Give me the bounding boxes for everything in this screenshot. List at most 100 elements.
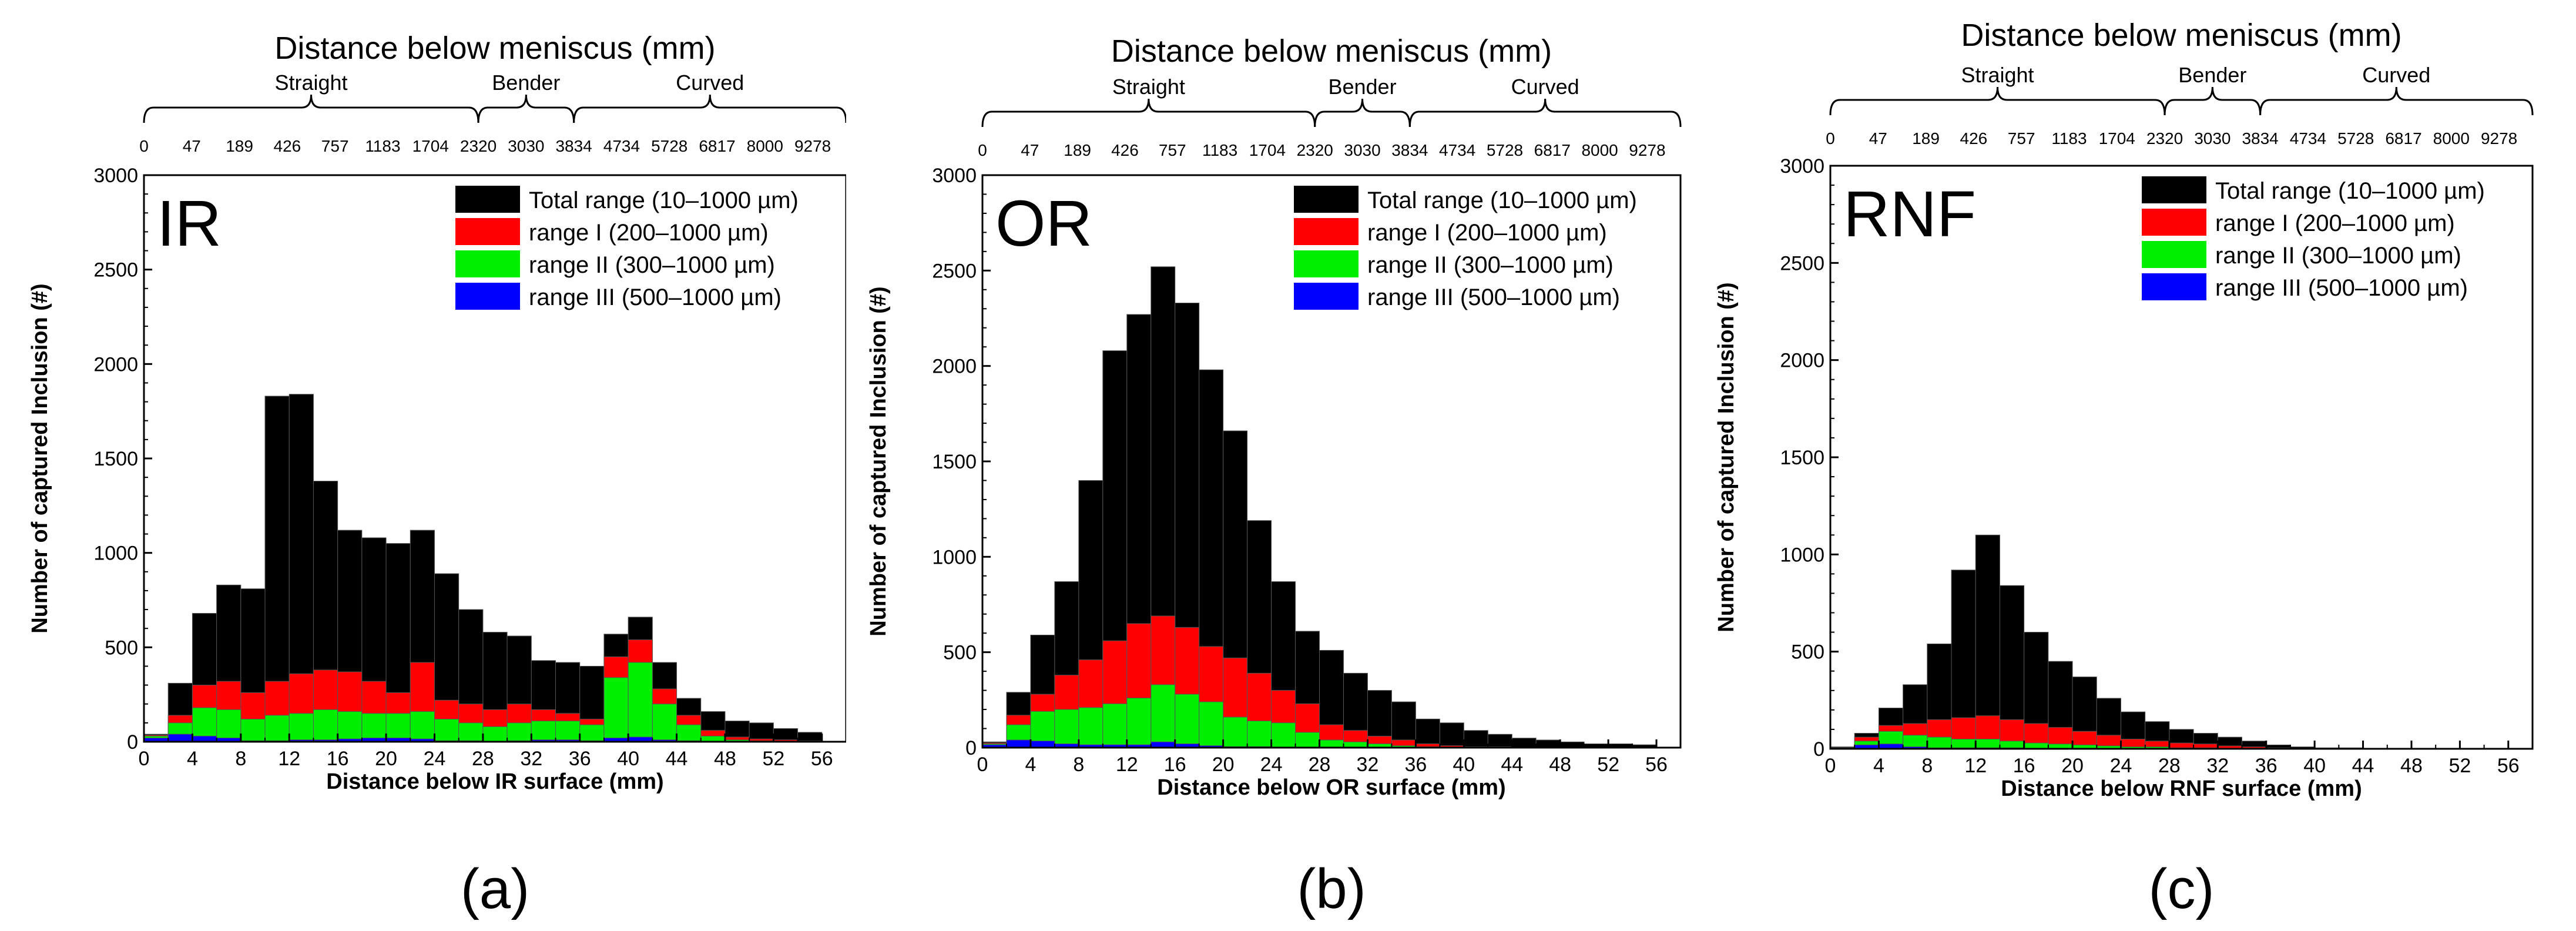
bar-total-50mm	[749, 722, 774, 742]
top-tick-label: 3834	[555, 137, 592, 155]
region-brace-bender	[1314, 98, 1411, 128]
x-tick-label: 48	[2400, 755, 2423, 777]
top-tick-label: 757	[2008, 129, 2035, 148]
region-label-straight: Straight	[1112, 75, 1185, 99]
panel-name: IR	[157, 187, 222, 260]
x-axis-label: Distance below RNF surface (mm)	[2001, 776, 2362, 801]
bar-total-40mm	[1463, 730, 1488, 748]
region-label-bender: Bender	[2178, 63, 2246, 87]
region-brace-curved	[573, 94, 846, 123]
top-tick-label: 1183	[365, 137, 400, 155]
y-tick-label: 1000	[93, 542, 138, 565]
region-brace-curved	[2259, 86, 2534, 116]
legend-swatch-range-II	[455, 250, 520, 277]
top-tick-label: 757	[321, 137, 349, 155]
y-axis-label: Number of captured Inclusion (#)	[866, 286, 891, 636]
series-range-II	[982, 684, 1440, 748]
x-tick-label: 8	[1921, 755, 1933, 777]
region-label-bender: Bender	[492, 71, 560, 95]
bar-range-II-22mm	[410, 711, 435, 742]
top-tick-label: 6817	[1534, 141, 1571, 159]
y-tick-label: 500	[105, 637, 138, 659]
top-tick-label: 757	[1159, 141, 1186, 159]
legend-swatch-range-II	[1294, 250, 1359, 277]
x-tick-label: 32	[1357, 753, 1379, 776]
top-tick-label: 8000	[747, 137, 783, 155]
x-tick-label: 24	[424, 748, 446, 770]
bar-range-II-18mm	[361, 713, 387, 742]
y-tick-label: 3000	[1780, 155, 1824, 178]
bar-range-II-8mm	[1927, 736, 1952, 749]
top-tick-label: 47	[1021, 141, 1039, 159]
top-tick-label: 4734	[603, 137, 640, 155]
y-tick-label: 1000	[1780, 544, 1824, 566]
x-tick-label: 32	[520, 748, 542, 770]
bar-range-II-28mm	[1319, 739, 1344, 748]
top-tick-label: 3030	[1344, 141, 1380, 159]
y-tick-label: 0	[1813, 738, 1824, 761]
x-tick-label: 0	[1825, 755, 1836, 777]
top-tick-label: 1704	[412, 137, 449, 155]
top-tick-label: 47	[1869, 129, 1887, 148]
region-brace-straight	[143, 94, 479, 123]
bar-range-II-18mm	[1199, 701, 1224, 748]
bar-range-III-2mm	[1006, 739, 1031, 748]
bar-range-II-14mm	[313, 709, 338, 742]
x-tick-label: 16	[1164, 753, 1186, 776]
top-tick-label: 426	[1960, 129, 1988, 148]
top-tick-label: 0	[978, 141, 987, 159]
region-brace-bender	[2164, 86, 2262, 116]
x-tick-label: 48	[714, 748, 736, 770]
x-tick-label: 40	[617, 748, 639, 770]
x-tick-label: 12	[1116, 753, 1138, 776]
legend-swatch-range-III	[1294, 283, 1359, 310]
bar-range-II-38mm	[603, 677, 629, 742]
x-tick-label: 52	[2448, 755, 2471, 777]
legend-label-total: Total range (10–1000 µm)	[1367, 187, 1637, 213]
x-tick-label: 16	[2013, 755, 2035, 777]
bar-range-II-24mm	[1271, 722, 1296, 748]
region-brace-bender	[477, 94, 575, 123]
panel-name: OR	[995, 187, 1092, 260]
region-brace-straight	[1829, 86, 2166, 116]
y-tick-label: 0	[965, 737, 977, 759]
legend-swatch-range-II	[2142, 241, 2206, 268]
x-tick-label: 8	[235, 748, 246, 770]
x-tick-label: 12	[1964, 755, 1987, 777]
bar-range-II-20mm	[1223, 716, 1248, 748]
x-tick-label: 56	[811, 748, 833, 770]
region-label-curved: Curved	[2362, 63, 2430, 87]
bar-range-II-40mm	[628, 662, 653, 742]
x-tick-label: 20	[375, 748, 397, 770]
legend-swatch-range-I	[1294, 218, 1359, 245]
legend-label-range-I: range I (200–1000 µm)	[2215, 210, 2455, 236]
top-tick-label: 5728	[2337, 129, 2374, 148]
x-tick-label: 12	[278, 748, 300, 770]
y-tick-label: 2500	[1780, 252, 1824, 274]
legend-label-range-II: range II (300–1000 µm)	[1367, 252, 1614, 278]
top-tick-label: 6817	[699, 137, 735, 155]
y-tick-label: 2500	[93, 259, 138, 282]
x-tick-label: 8	[1073, 753, 1084, 776]
bar-total-46mm	[1535, 739, 1561, 748]
x-axis-label: Distance below IR surface (mm)	[326, 769, 663, 794]
top-tick-label: 8000	[2433, 129, 2470, 148]
bar-range-II-26mm	[1295, 732, 1320, 748]
x-tick-label: 52	[762, 748, 784, 770]
x-tick-label: 36	[569, 748, 591, 770]
x-tick-label: 16	[327, 748, 349, 770]
y-tick-label: 0	[127, 731, 138, 753]
x-tick-label: 24	[1260, 753, 1283, 776]
top-tick-label: 6817	[2385, 129, 2421, 148]
legend-swatch-range-I	[2142, 209, 2206, 236]
x-tick-label: 28	[472, 748, 494, 770]
top-tick-label: 2320	[460, 137, 497, 155]
region-label-bender: Bender	[1328, 75, 1396, 99]
legend-swatch-range-I	[455, 218, 520, 245]
legend-label-range-I: range I (200–1000 µm)	[529, 220, 769, 246]
legend-label-range-II: range II (300–1000 µm)	[529, 252, 775, 278]
legend-label-total: Total range (10–1000 µm)	[2215, 178, 2485, 204]
bar-range-II-22mm	[1247, 721, 1272, 748]
